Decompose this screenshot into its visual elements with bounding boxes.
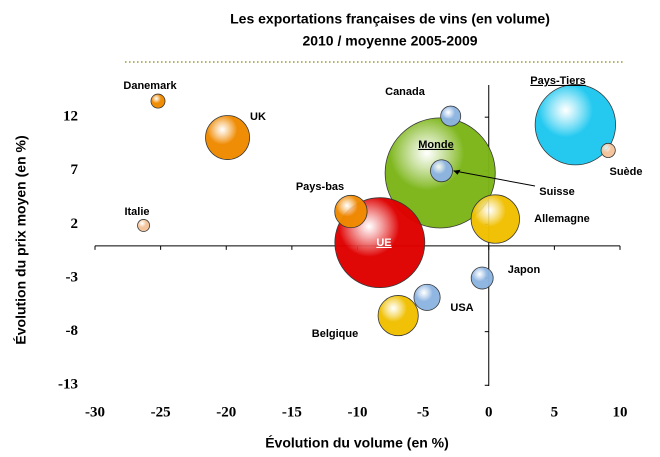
y-tick-label: -13 <box>58 377 78 393</box>
bubble <box>205 115 250 160</box>
bubble-label: UK <box>250 111 266 123</box>
chart-title: Les exportations françaises de vins (en … <box>230 11 550 27</box>
bubble-label: Italie <box>124 206 149 218</box>
bubble <box>413 283 441 311</box>
x-tick-label: -20 <box>216 404 236 420</box>
bubble <box>600 142 616 158</box>
x-tick-label: 5 <box>551 404 559 420</box>
y-tick-label: -3 <box>66 269 79 285</box>
bubble-label: Pays-Tiers <box>530 75 585 87</box>
bubble <box>440 105 462 127</box>
bubble <box>334 194 368 229</box>
x-tick-label: -25 <box>151 404 171 420</box>
x-axis-title: Évolution du volume (en %) <box>265 435 449 451</box>
y-tick-label: 7 <box>71 162 79 178</box>
y-tick-label: 2 <box>71 216 79 232</box>
bubble-label: Belgique <box>312 328 358 340</box>
bubble-label: UE <box>376 237 391 249</box>
label-arrow <box>453 170 536 187</box>
bubble-label: Danemark <box>123 80 177 92</box>
x-tick-label: -15 <box>282 404 302 420</box>
x-tick-label: -5 <box>417 404 430 420</box>
bubble-label: Japon <box>508 264 541 276</box>
chart-subtitle: 2010 / moyenne 2005-2009 <box>302 33 477 49</box>
bubble-label: Allemagne <box>534 213 590 225</box>
x-tick-label: 0 <box>485 404 493 420</box>
y-tick-label: 12 <box>63 109 78 125</box>
bubble-label: Pays-bas <box>296 181 344 193</box>
x-tick-label: -30 <box>85 404 105 420</box>
bubble-label: Monde <box>418 139 453 151</box>
bubble <box>430 159 453 183</box>
bubble <box>150 93 166 109</box>
y-tick-label: -8 <box>66 323 79 339</box>
bubble <box>470 266 494 290</box>
bubble-label: USA <box>450 302 473 314</box>
bubble <box>137 219 150 232</box>
bubble-label: Canada <box>385 86 426 98</box>
bubble <box>377 295 419 337</box>
bubble <box>470 194 520 244</box>
arrow-head <box>453 169 461 175</box>
bubble-label: Suède <box>609 166 642 178</box>
x-tick-label: 10 <box>613 404 628 420</box>
bubble-label: Suisse <box>539 186 574 198</box>
y-axis-title: Évolution du prix moyen (en %) <box>13 135 29 344</box>
bubble <box>534 84 616 166</box>
x-tick-label: -10 <box>348 404 368 420</box>
